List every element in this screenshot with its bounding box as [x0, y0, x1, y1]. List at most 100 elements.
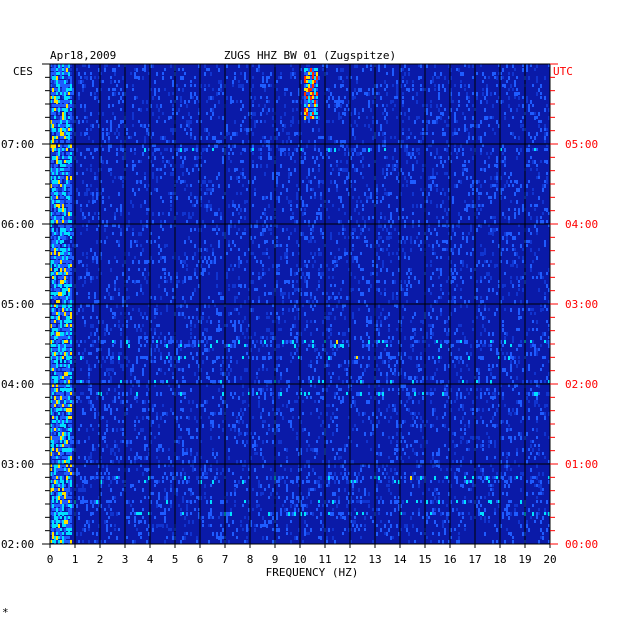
- spectrogram-cell: [454, 84, 456, 87]
- spectrogram-cell: [172, 104, 174, 107]
- spectrogram-cell: [188, 364, 190, 368]
- spectrogram-cell: [96, 188, 98, 191]
- spectrogram-cell: [104, 228, 106, 232]
- spectrogram-cell: [288, 280, 290, 284]
- spectrogram-cell: [502, 368, 504, 372]
- spectrogram-cell: [60, 240, 62, 244]
- spectrogram-cell: [112, 104, 114, 107]
- spectrogram-cell: [514, 80, 516, 84]
- spectrogram-cell: [516, 76, 518, 79]
- spectrogram-cell: [54, 108, 56, 111]
- spectrogram-cell: [342, 332, 344, 336]
- spectrogram-cell: [398, 320, 400, 323]
- spectrogram-cell: [204, 160, 206, 163]
- spectrogram-cell: [468, 96, 470, 99]
- spectrogram-cell: [202, 360, 204, 364]
- spectrogram-cell: [58, 180, 60, 184]
- spectrogram-cell: [314, 344, 316, 347]
- spectrogram-cell: [194, 148, 196, 151]
- spectrogram-cell: [308, 64, 310, 67]
- spectrogram-cell: [376, 340, 378, 344]
- spectrogram-cell: [470, 124, 472, 128]
- spectrogram-cell: [292, 72, 294, 76]
- spectrogram-cell: [316, 348, 318, 351]
- spectrogram-cell: [280, 76, 282, 79]
- spectrogram-cell: [548, 224, 550, 227]
- spectrogram-cell: [54, 348, 56, 352]
- spectrogram-cell: [460, 144, 462, 148]
- spectrogram-cell: [468, 64, 470, 68]
- spectrogram-cell: [186, 220, 188, 223]
- spectrogram-cell: [140, 252, 142, 256]
- spectrogram-cell: [422, 120, 424, 123]
- spectrogram-cell: [316, 96, 318, 99]
- spectrogram-cell: [96, 256, 98, 260]
- spectrogram-cell: [446, 248, 448, 251]
- spectrogram-cell: [276, 80, 278, 83]
- spectrogram-cell: [120, 332, 122, 336]
- spectrogram-cell: [62, 328, 64, 331]
- spectrogram-cell: [266, 100, 268, 103]
- spectrogram-cell: [162, 72, 164, 75]
- spectrogram-cell: [80, 164, 82, 167]
- spectrogram-cell: [70, 224, 72, 227]
- spectrogram-cell: [278, 316, 280, 320]
- spectrogram-cell: [526, 68, 528, 72]
- spectrogram-cell: [80, 276, 82, 279]
- spectrogram-cell: [220, 368, 222, 371]
- spectrogram-cell: [404, 176, 406, 180]
- spectrogram-cell: [180, 156, 182, 159]
- spectrogram-cell: [150, 352, 152, 356]
- spectrogram-cell: [58, 372, 60, 376]
- spectrogram-cell: [312, 88, 314, 91]
- spectrogram-cell: [318, 76, 320, 80]
- spectrogram-cell: [542, 308, 544, 311]
- spectrogram-cell: [184, 380, 186, 383]
- spectrogram-cell: [288, 380, 290, 383]
- spectrogram-cell: [66, 324, 68, 327]
- spectrogram-cell: [410, 272, 412, 275]
- spectrogram-cell: [432, 332, 434, 336]
- spectrogram-cell: [292, 120, 294, 124]
- spectrogram-cell: [398, 268, 400, 272]
- spectrogram-cell: [162, 256, 164, 259]
- spectrogram-cell: [116, 260, 118, 263]
- spectrogram-cell: [130, 72, 132, 75]
- spectrogram-cell: [176, 276, 178, 279]
- spectrogram-cell: [204, 128, 206, 132]
- spectrogram-cell: [530, 216, 532, 220]
- spectrogram-cell: [322, 348, 324, 351]
- spectrogram-cell: [210, 204, 212, 208]
- spectrogram-cell: [210, 108, 212, 112]
- spectrogram-cell: [60, 100, 62, 104]
- spectrogram-cell: [56, 296, 58, 299]
- spectrogram-cell: [52, 132, 54, 135]
- spectrogram-cell: [64, 376, 66, 379]
- spectrogram-cell: [202, 260, 204, 263]
- spectrogram-cell: [456, 356, 458, 360]
- spectrogram-cell: [168, 160, 170, 164]
- spectrogram-cell: [240, 100, 242, 103]
- spectrogram-cell: [446, 220, 448, 224]
- spectrogram-cell: [84, 132, 86, 136]
- spectrogram-cell: [392, 380, 394, 383]
- spectrogram-cell: [478, 368, 480, 372]
- spectrogram-cell: [306, 68, 308, 71]
- spectrogram-cell: [316, 112, 318, 115]
- spectrogram-cell: [118, 176, 120, 179]
- spectrogram-cell: [50, 268, 52, 271]
- spectrogram-cell: [394, 136, 396, 139]
- spectrogram-cell: [232, 324, 234, 327]
- spectrogram-cell: [378, 232, 380, 235]
- spectrogram-cell: [362, 372, 364, 376]
- spectrogram-cell: [346, 368, 348, 371]
- spectrogram-cell: [58, 344, 60, 348]
- spectrogram-cell: [440, 340, 442, 344]
- spectrogram-cell: [338, 112, 340, 116]
- spectrogram-cell: [502, 352, 504, 355]
- spectrogram-cell: [266, 368, 268, 371]
- spectrogram-cell: [50, 116, 52, 119]
- spectrogram-cell: [230, 96, 232, 100]
- spectrogram-cell: [284, 340, 286, 344]
- spectrogram-cell: [450, 312, 452, 316]
